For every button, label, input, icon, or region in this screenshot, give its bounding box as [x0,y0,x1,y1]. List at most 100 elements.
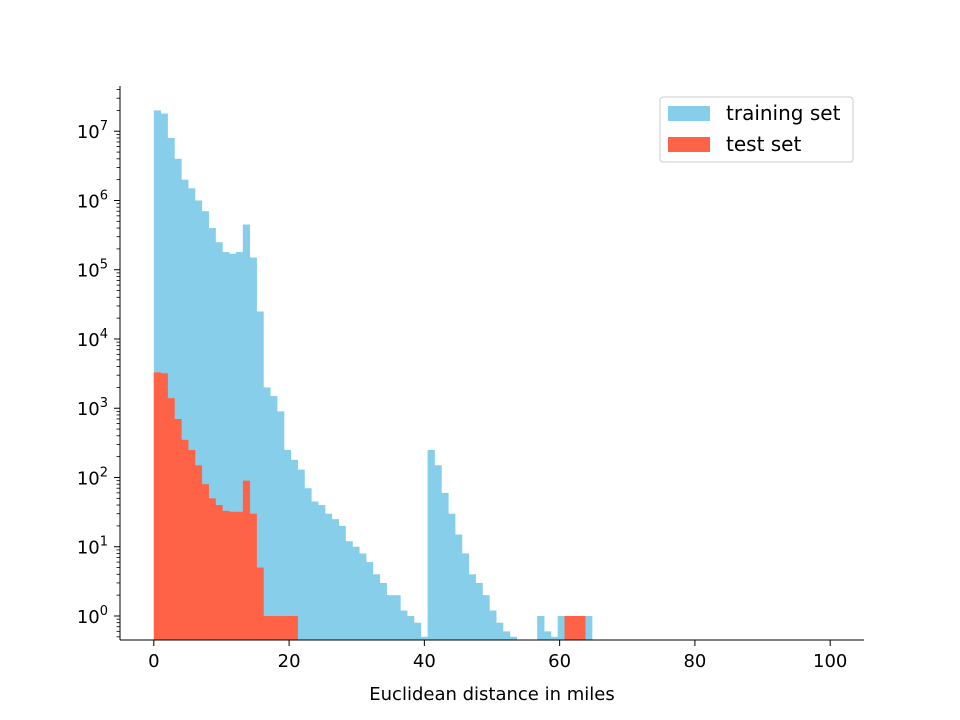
training-set-bar-51 [502,631,511,640]
test-set-bar-6 [194,465,203,640]
training-set-bar-32 [372,574,381,640]
test-set-bar-2 [167,398,175,640]
test-set-bar-19 [283,615,292,640]
training-set-bar-39 [420,636,429,640]
training-set-bar-57 [544,631,552,640]
test-set-bar-17 [270,615,278,640]
training-set-bar-26 [331,519,340,640]
training-set-bar-59 [557,615,565,640]
test-set-bar-10 [222,510,230,640]
training-set-bar-13 [242,224,251,640]
legend-label-test-set: test set [726,132,801,156]
training-set-bar-63 [585,615,593,640]
training-set-bar-27 [338,525,346,640]
test-set-bar-8 [208,498,216,640]
training-set-bar-48 [482,595,490,640]
training-set-bar-31 [365,562,374,640]
y-tick-label: 101 [77,535,108,559]
training-set-bar-21 [297,469,305,640]
x-tick-label: 100 [813,651,847,672]
training-set-bar-22 [304,488,312,640]
x-axis-label: Euclidean distance in miles [369,684,614,705]
training-set-bar-16 [263,387,271,640]
training-set-bar-8 [208,228,216,641]
test-set-bar-4 [181,439,189,640]
legend-swatch-test-set [668,137,710,152]
test-set-bars [153,372,586,640]
test-set-bar-23 [578,615,586,640]
training-set-bar-12 [235,252,244,640]
test-set-bar-15 [256,567,264,640]
x-tick-label: 0 [148,651,159,672]
training-set-bar-35 [393,595,401,640]
training-set-bar-5 [188,188,196,641]
training-set-bar-41 [434,465,442,640]
training-set-bars [153,110,593,641]
x-tick-label: 80 [683,651,706,672]
x-tick-label: 20 [278,651,301,672]
training-set-bar-24 [318,505,326,640]
training-set-bar-56 [537,615,545,640]
test-set-bar-3 [174,418,182,640]
test-set-bar-0 [153,372,162,640]
training-set-bar-15 [256,311,264,640]
training-set-bar-37 [407,615,415,640]
training-set-bar-6 [194,200,203,641]
training-set-bar-34 [386,595,394,640]
training-set-bar-50 [496,622,504,640]
training-set-bar-46 [468,574,476,640]
legend: training set test set [659,96,854,163]
y-tick-label: 105 [77,258,108,282]
test-set-bar-11 [229,511,237,640]
training-set-bar-14 [249,257,257,640]
test-set-bar-13 [242,480,251,640]
test-set-bar-7 [201,484,209,640]
y-tick-label: 104 [77,327,108,351]
training-set-bar-47 [475,582,483,640]
training-set-bar-42 [441,492,449,640]
training-set-bar-25 [324,513,333,640]
training-set-bar-23 [311,501,319,640]
training-set-bar-28 [345,541,353,640]
test-set-bar-20 [290,615,298,640]
training-set-bar-52 [509,636,518,640]
training-set-bar-58 [550,636,559,640]
test-set-bar-12 [235,511,244,640]
training-set-bar-19 [283,449,292,640]
test-set-bar-22 [571,615,579,640]
training-set-bar-45 [461,553,470,640]
y-tick-label: 107 [77,119,108,143]
test-set-bar-14 [249,513,257,640]
training-set-bar-44 [455,534,463,640]
test-set-bar-1 [160,373,168,640]
test-set-bar-18 [277,615,285,640]
y-axis-ticks: 100 101 102 103 104 105 106 107 [77,89,120,638]
y-tick-label: 103 [77,396,108,420]
training-set-bar-2 [167,137,175,640]
legend-label-training-set: training set [726,101,841,125]
training-set-bar-30 [359,553,367,640]
training-set-bar-40 [427,449,435,640]
test-set-bar-21 [564,615,572,640]
test-set-bar-16 [263,615,271,640]
training-set-bar-7 [201,211,209,640]
training-set-bar-49 [489,610,497,640]
x-axis-ticks: 0 20 40 60 80 100 [148,640,847,672]
training-set-bar-11 [229,253,237,640]
y-tick-label: 106 [77,188,108,212]
training-set-bar-4 [181,179,189,640]
test-set-bar-9 [215,505,223,640]
training-set-bar-43 [448,513,456,640]
training-set-bar-36 [400,610,408,640]
y-tick-label: 102 [77,465,108,489]
training-set-bar-3 [174,158,182,641]
training-set-bar-38 [413,622,422,640]
x-tick-label: 40 [413,651,436,672]
training-set-bar-20 [290,459,298,640]
training-set-bar-33 [379,582,387,640]
training-set-bar-29 [352,546,360,640]
test-set-bar-5 [188,449,196,640]
x-tick-label: 60 [548,651,571,672]
y-tick-label: 100 [77,604,108,628]
